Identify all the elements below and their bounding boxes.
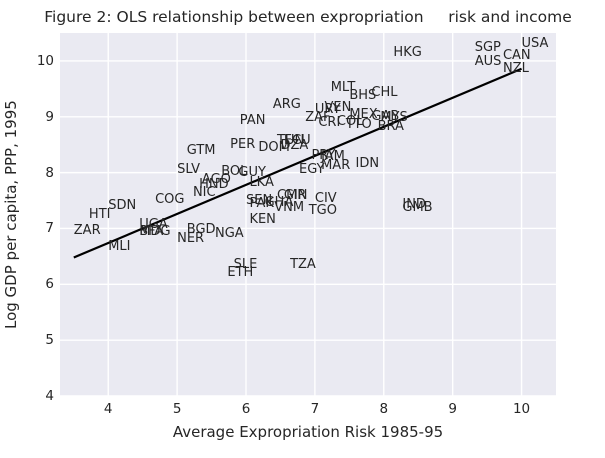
point-label-GHA: GHA <box>264 194 294 210</box>
y-tick-9: 9 <box>45 108 54 125</box>
point-label-HND: HND <box>199 176 229 192</box>
point-label-HTI: HTI <box>88 207 111 223</box>
point-label-ZAR: ZAR <box>73 222 101 238</box>
point-label-LKA: LKA <box>249 174 274 190</box>
point-label-SLE: SLE <box>233 257 258 273</box>
point-label-BHS: BHS <box>349 87 377 103</box>
point-label-BGD: BGD <box>186 222 216 238</box>
point-label-KEN: KEN <box>249 212 276 228</box>
point-label-MLT: MLT <box>330 79 356 95</box>
point-label-CRI: CRI <box>318 115 341 131</box>
point-label-AUS: AUS <box>474 53 502 69</box>
point-label-GTM: GTM <box>186 143 216 159</box>
point-label-USA: USA <box>521 35 549 51</box>
point-label-CAN: CAN <box>502 48 531 64</box>
point-label-EGY: EGY <box>299 162 325 178</box>
point-label-UGA: UGA <box>139 217 168 233</box>
point-label-AGO: AGO <box>201 172 231 188</box>
x-axis-label: Average Expropriation Risk 1985-95 <box>172 423 444 441</box>
point-label-TZA: TZA <box>290 257 316 273</box>
y-tick-4: 4 <box>45 388 54 404</box>
x-tick-5: 5 <box>172 401 182 417</box>
point-label-COG: COG <box>155 192 185 207</box>
x-tick-10: 10 <box>512 401 531 417</box>
point-label-HKG: HKG <box>393 45 422 61</box>
point-label-CMR: CMR <box>277 187 307 203</box>
point-label-GIN: GIN <box>283 188 308 204</box>
y-tick-6: 6 <box>45 276 54 293</box>
point-label-MDG: MDG <box>139 224 171 240</box>
point-label-BRA: BRA <box>377 118 404 134</box>
point-label-IDN: IDN <box>355 155 380 171</box>
point-label-TUN: TUN <box>277 132 305 148</box>
point-label-BFA: BFA <box>139 223 164 239</box>
point-label-SDN: SDN <box>108 198 137 214</box>
point-label-CHL: CHL <box>371 84 398 100</box>
point-label-BOL: BOL <box>221 163 248 179</box>
point-label-NIC: NIC <box>192 185 216 201</box>
point-label-GMB: GMB <box>402 200 433 216</box>
point-label-SLV: SLV <box>177 162 201 178</box>
x-tick-9: 9 <box>448 401 457 417</box>
point-label-TGO: TGO <box>308 203 337 219</box>
point-label-PAK: PAK <box>249 195 274 211</box>
x-tick-8: 8 <box>379 401 389 417</box>
point-label-PAN: PAN <box>239 112 266 128</box>
point-label-SEN: SEN <box>246 193 273 209</box>
point-label-GAB: GAB <box>371 109 400 125</box>
plot-area: ZAR HTI MLI SDN UGA BFA MDG COG NER SLV BGD GTM NIC H… <box>60 33 556 397</box>
x-tick-6: 6 <box>241 401 251 417</box>
x-tick-4: 4 <box>103 401 113 417</box>
point-label-ECU: ECU <box>283 133 311 149</box>
point-label-IND: IND <box>402 197 426 213</box>
point-label-TTO: TTO <box>345 116 372 132</box>
point-label-DZA: DZA <box>280 137 309 153</box>
x-tick-7: 7 <box>310 401 320 417</box>
point-label-MYS: MYS <box>380 109 408 125</box>
y-tick-8: 8 <box>45 164 54 181</box>
point-label-GUY: GUY <box>238 165 266 181</box>
point-label-VEN: VEN <box>324 99 352 115</box>
y-tick-7: 7 <box>45 220 54 237</box>
y-tick-5: 5 <box>45 332 54 349</box>
ols-regression-line <box>73 67 522 259</box>
point-label-MAR: MAR <box>321 157 351 173</box>
point-label-VNM: VNM <box>274 199 305 215</box>
point-label-PRY: PRY <box>311 147 336 163</box>
point-label-SGP: SGP <box>474 39 501 55</box>
point-label-ZAF: ZAF <box>305 109 331 125</box>
point-label-NZL: NZL <box>502 61 529 77</box>
point-label-NGA: NGA <box>215 226 244 242</box>
chart-title: Figure 2: OLS relationship between expro… <box>44 8 572 26</box>
point-label-MEX: MEX <box>349 107 378 123</box>
y-axis-label: Log GDP per capita, PPP, 1995 <box>2 100 20 329</box>
point-label-NER: NER <box>177 230 205 246</box>
point-label-DOM: DOM <box>258 139 290 155</box>
point-label-CIV: CIV <box>314 190 337 206</box>
point-label-MLI: MLI <box>108 239 131 255</box>
point-label-ETH: ETH <box>227 265 254 281</box>
point-label-PER: PER <box>230 137 256 153</box>
point-label-JAM: JAM <box>321 149 345 164</box>
point-label-URY: URY <box>314 102 341 118</box>
point-label-COL: COL <box>336 114 364 130</box>
gridlines-and-regression-svg <box>60 33 556 397</box>
y-tick-10: 10 <box>36 52 54 69</box>
point-label-ARG: ARG <box>272 96 301 112</box>
